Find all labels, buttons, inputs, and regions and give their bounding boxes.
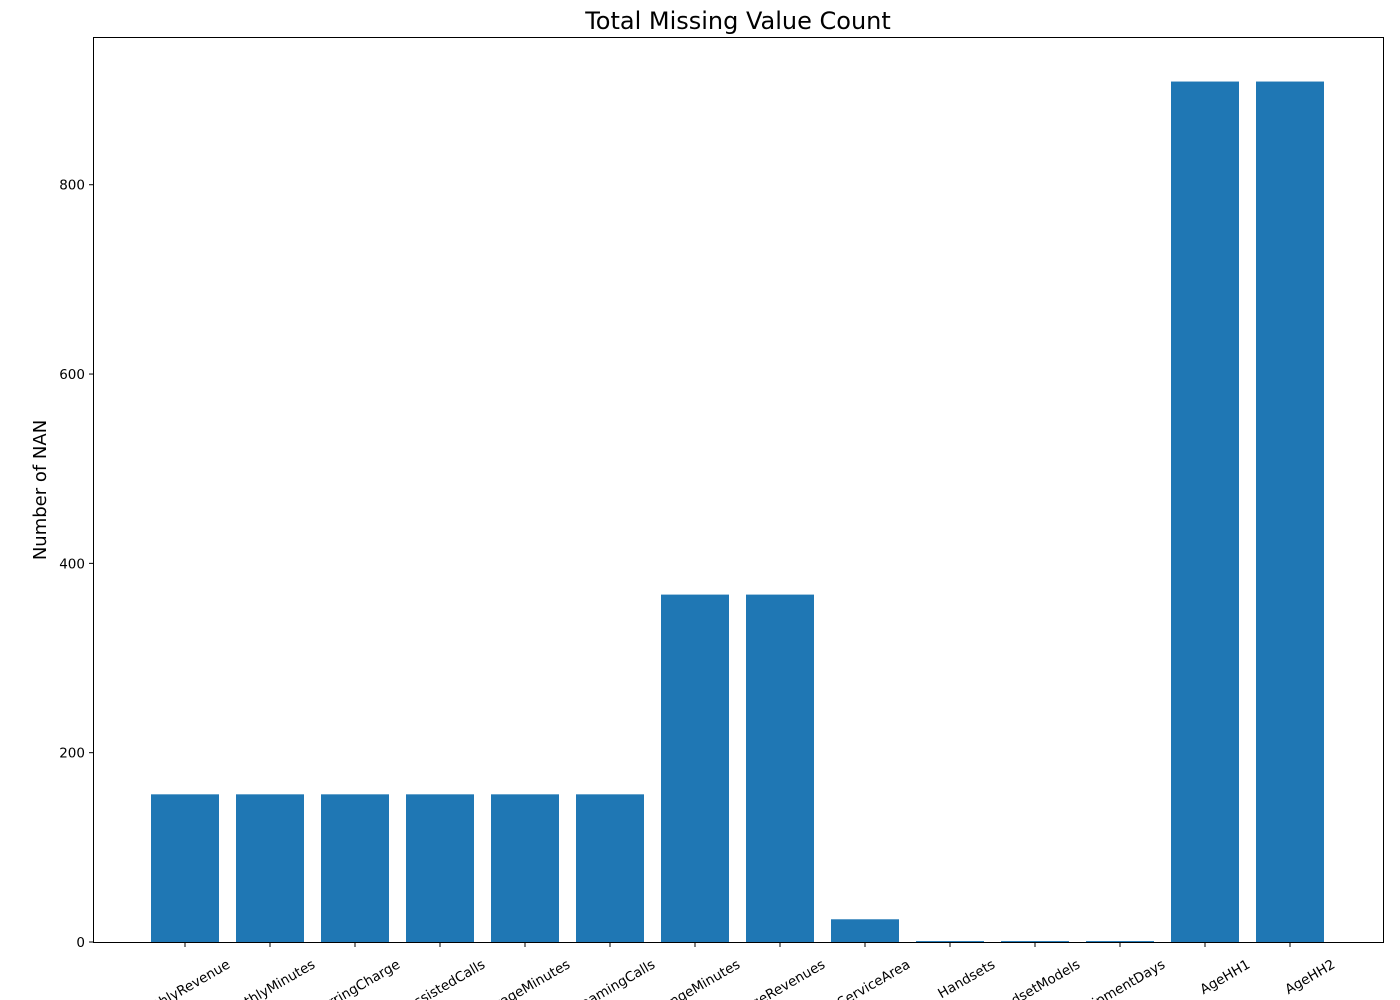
bar-Handsets [916, 941, 984, 942]
x-tick-label: Handsets [935, 957, 998, 1000]
bars-group [151, 81, 1324, 942]
bar-RoamingCalls [576, 794, 644, 942]
bar-DirectorAssistedCalls [406, 794, 474, 942]
bar-ServiceArea [831, 919, 899, 942]
bar-MonthlyRevenue [151, 794, 219, 942]
x-tick-label: MonthlyMinutes [217, 957, 318, 1000]
y-tick-label: 800 [59, 178, 85, 194]
bar-CurrentEquipmentDays [1086, 941, 1154, 942]
bar-AgeHH2 [1256, 81, 1324, 942]
x-tick-label: HandsetModels [985, 957, 1083, 1000]
bar-MonthlyMinutes [236, 794, 304, 942]
x-tick-label: MonthlyRevenue [127, 957, 233, 1000]
x-axis-ticks: MonthlyRevenueMonthlyMinutesTotalRecurri… [127, 942, 1338, 1000]
chart-title: Total Missing Value Count [584, 7, 891, 35]
x-tick-label: OverageMinutes [469, 957, 573, 1000]
bar-PercChangeMinutes [661, 594, 729, 942]
bar-OverageMinutes [491, 794, 559, 942]
y-axis-ticks: 0 200 400 600 800 [59, 178, 94, 951]
plot-frame [93, 37, 1384, 943]
y-tick-label: 0 [76, 935, 85, 951]
y-tick-label: 400 [59, 556, 85, 572]
bar-AgeHH1 [1171, 81, 1239, 942]
bar-HandsetModels [1001, 941, 1069, 942]
y-axis-label: Number of NAN [30, 420, 51, 560]
x-tick-label: ServiceArea [835, 957, 913, 1000]
x-tick-label: RoamingCalls [571, 957, 658, 1000]
x-tick-label: AgeHH2 [1282, 957, 1338, 998]
bar-PercChangeRevenues [746, 594, 814, 942]
y-tick-label: 600 [59, 367, 85, 383]
bar-TotalRecurringCharge [321, 794, 389, 942]
y-tick-label: 200 [59, 746, 85, 762]
x-tick-label: AgeHH1 [1197, 957, 1253, 998]
